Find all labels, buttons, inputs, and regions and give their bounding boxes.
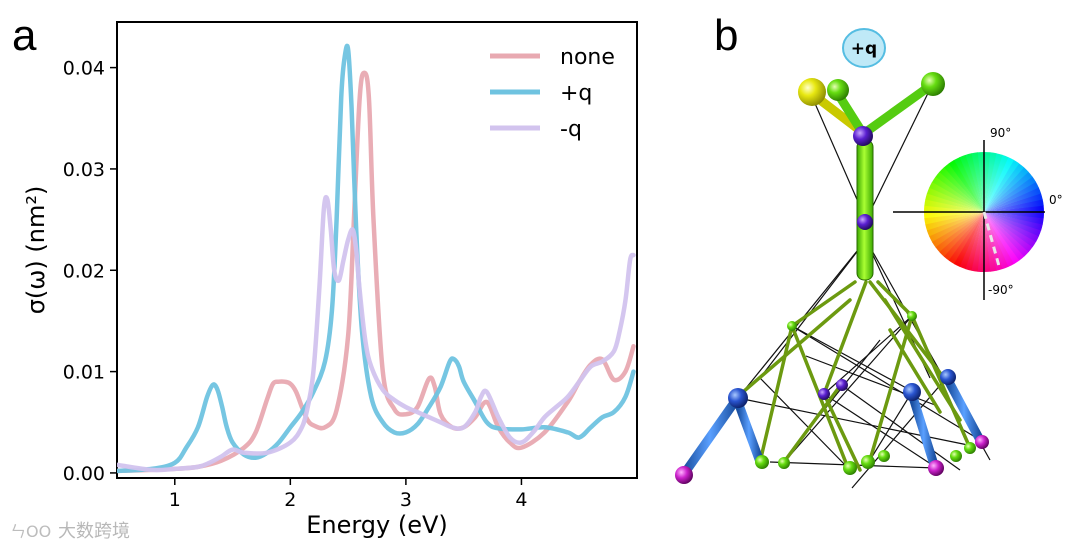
series-layer (117, 43, 636, 474)
series-line-1 (117, 70, 636, 474)
y-tick-label: 0.03 (63, 159, 105, 181)
vertical-rod (856, 139, 874, 281)
y-tick-label: 0.02 (63, 260, 105, 282)
x-tick-label: 2 (284, 489, 296, 511)
watermark-text: 大数跨境 (58, 521, 130, 542)
y-tick-label: 0.04 (63, 58, 105, 80)
y-tick-label: 0.00 (63, 463, 105, 485)
x-tick-label: 1 (169, 489, 181, 511)
charge-badge: +q (842, 28, 886, 68)
blue-rods (679, 375, 985, 479)
panel-a-letter: a (12, 11, 37, 60)
x-axis-label: Energy (eV) (306, 511, 448, 539)
wheel-label-neg90: -90° (988, 283, 1014, 297)
panel-b-letter: b (714, 11, 738, 60)
legend: none +q -q (490, 45, 615, 142)
watermark: ㄣOO 大数跨境 (10, 521, 130, 542)
ticks-layer: 1 2 3 4 0.00 0.01 0.02 0.03 0.04 (63, 58, 528, 511)
series-line-3 (117, 194, 636, 473)
legend-label-2: +q (560, 81, 592, 106)
color-wheel: 90° 0° -90° (893, 126, 1063, 300)
y-axis-label: σ(ω) (nm²) (22, 186, 50, 315)
upper-arms (810, 81, 935, 137)
series-line-2 (117, 43, 636, 474)
watermark-logo-icon: ㄣOO (10, 522, 51, 541)
plot-frame (116, 21, 638, 479)
wheel-label-90: 90° (990, 126, 1011, 140)
molecule-illustration (675, 72, 991, 489)
legend-label-1: none (560, 45, 615, 70)
network-rods (734, 280, 972, 472)
wheel-dashed-marker (982, 211, 1001, 267)
wheel-label-0: 0° (1049, 193, 1063, 207)
x-tick-label: 3 (400, 489, 412, 511)
y-tick-label: 0.01 (63, 362, 105, 384)
charge-badge-label: +q (851, 39, 877, 59)
atom-spheres (675, 72, 989, 484)
x-tick-label: 4 (515, 489, 527, 511)
legend-label-3: -q (560, 117, 582, 142)
chart-panel-a: 1 2 3 4 0.00 0.01 0.02 0.03 0.04 Energy (eV) σ(ω… (22, 21, 638, 539)
